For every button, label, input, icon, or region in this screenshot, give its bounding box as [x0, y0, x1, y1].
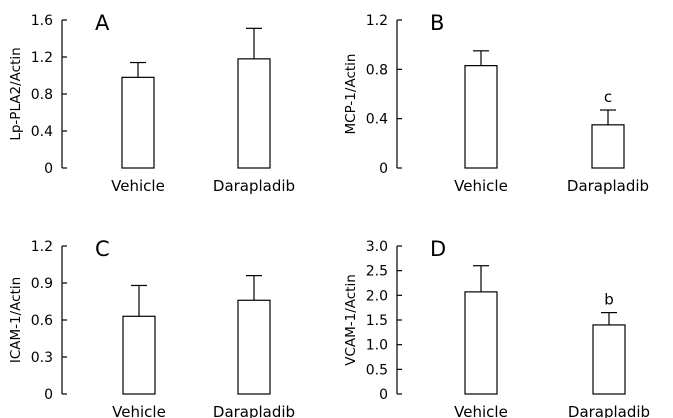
- panel-d-y-tick-label: 2.5: [366, 264, 388, 280]
- panel-a-bar: [121, 76, 155, 169]
- panel-c-y-tick-label: 0: [44, 387, 53, 403]
- panel-b-y-tick-label: 1.2: [366, 13, 388, 29]
- panel-b-bar: [591, 124, 625, 169]
- panel-c-y-label: ICAM-1/Actin: [8, 277, 24, 363]
- panel-d-y-tick-label: 0: [379, 387, 388, 403]
- panel-b-category-label: Vehicle: [454, 177, 508, 195]
- panel-c-bar: [122, 315, 156, 395]
- panel-a: 0 0.4 0.8 1.2 1.6 Lp-PLA2/Actin A Vehicle Darapl…: [8, 11, 295, 195]
- panel-a-y-tick-label: 1.6: [31, 13, 53, 29]
- panel-d-category-label: Vehicle: [454, 403, 508, 418]
- panel-a-y-tick-label: 1.2: [31, 50, 53, 66]
- panel-a-letter: A: [95, 11, 110, 35]
- panel-b-bar: [464, 65, 498, 169]
- panel-d: 0 0.5 1.0 1.5 2.0 2.5 3.0 VCAM-1/Actin D Vehicle b…: [343, 237, 650, 418]
- panel-b: 0 0.4 0.8 1.2 MCP-1/Actin B Vehicle c Darapladib: [343, 11, 649, 195]
- panel-b-y-tick-label: 0: [379, 161, 388, 177]
- panel-b-y-tick-label: 0.8: [366, 62, 388, 78]
- panel-c-y-tick-label: 1.2: [31, 239, 53, 255]
- panel-d-y-tick-label: 2.0: [366, 288, 388, 304]
- panel-b-y-label: MCP-1/Actin: [343, 54, 359, 135]
- panel-d-letter: D: [430, 237, 446, 261]
- panel-c: 0 0.3 0.6 0.9 1.2 ICAM-1/Actin C Vehicle Darapla…: [8, 237, 295, 418]
- panel-a-y-tick-label: 0.4: [31, 124, 53, 140]
- panel-d-bar: [592, 324, 626, 395]
- panel-a-bar: [237, 58, 271, 169]
- panel-c-bar: [237, 299, 271, 395]
- panel-d-y-label: VCAM-1/Actin: [343, 274, 359, 366]
- panel-a-category-label: Darapladib: [213, 177, 295, 195]
- panel-d-bar: [464, 291, 498, 395]
- panel-d-significance-label: b: [604, 291, 614, 309]
- panel-d-y-tick-label: 3.0: [366, 239, 388, 255]
- panel-d-y-tick-label: 1.5: [366, 313, 388, 329]
- panel-b-y-tick-label: 0.4: [366, 112, 388, 128]
- panel-c-category-label: Darapladib: [213, 403, 295, 418]
- panel-b-category-label: Darapladib: [567, 177, 649, 195]
- panel-b-letter: B: [430, 11, 444, 35]
- panel-a-y-tick-label: 0: [44, 161, 53, 177]
- panel-c-category-label: Vehicle: [112, 403, 166, 418]
- panel-a-y-tick-label: 0.8: [31, 87, 53, 103]
- panel-d-y-tick-label: 0.5: [366, 362, 388, 378]
- panel-c-y-tick-label: 0.9: [31, 276, 53, 292]
- panel-d-y-tick-label: 1.0: [366, 338, 388, 354]
- panel-b-significance-label: c: [604, 88, 612, 106]
- panel-c-y-tick-label: 0.3: [31, 350, 53, 366]
- panel-c-letter: C: [95, 237, 110, 261]
- panel-a-y-label: Lp-PLA2/Actin: [8, 47, 24, 140]
- panel-c-y-tick-label: 0.6: [31, 313, 53, 329]
- panel-a-category-label: Vehicle: [111, 177, 165, 195]
- panel-d-category-label: Darapladib: [568, 403, 650, 418]
